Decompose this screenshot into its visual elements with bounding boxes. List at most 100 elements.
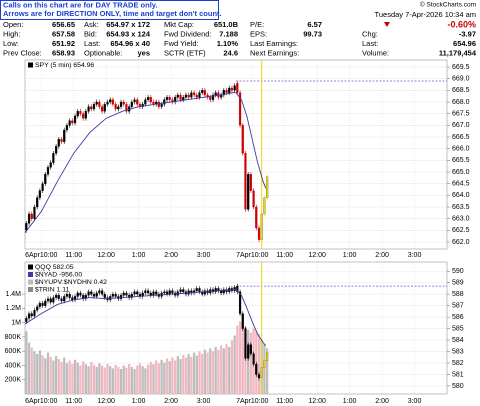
candle-body bbox=[57, 295, 60, 299]
quote-label: Mkt Cap: bbox=[164, 20, 194, 29]
y-tick-label: 665.5 bbox=[452, 157, 470, 164]
candle-body bbox=[257, 374, 261, 379]
candle-body bbox=[163, 291, 166, 294]
quote-value: 654.93 x 124 bbox=[106, 29, 151, 38]
plot-area bbox=[24, 59, 448, 250]
candle-body bbox=[60, 298, 63, 302]
volume-bar bbox=[155, 360, 158, 394]
candle-body bbox=[244, 328, 247, 359]
volume-bar bbox=[95, 366, 98, 394]
volume-bar bbox=[257, 334, 261, 394]
quote-value: 654.97 x 172 bbox=[106, 20, 150, 29]
candle-body bbox=[82, 113, 85, 119]
volume-bar bbox=[71, 364, 74, 394]
volume-bar bbox=[247, 329, 250, 394]
y-tick-label: 669.5 bbox=[452, 64, 470, 71]
quote-label: Fwd Dividend: bbox=[164, 29, 212, 38]
candle-body bbox=[187, 94, 190, 98]
volume-bar bbox=[141, 366, 144, 394]
volume-bar bbox=[106, 364, 109, 394]
candle-body bbox=[144, 290, 147, 294]
volume-bar bbox=[41, 355, 44, 394]
quote-label: Low: bbox=[3, 39, 19, 48]
panel: 662.0 662.5 663.0 663.5 664.0 664.5 665.0 665.5… bbox=[24, 59, 470, 259]
quote-value: 11,179,454 bbox=[439, 48, 477, 57]
volume-bar bbox=[87, 366, 90, 394]
candle-body bbox=[160, 104, 163, 107]
candle-body bbox=[247, 344, 250, 359]
candle-body bbox=[247, 174, 250, 210]
volume-bar bbox=[119, 369, 123, 394]
x-tick-label: 2:00 bbox=[375, 398, 389, 405]
volume-bar bbox=[82, 361, 85, 394]
candle-body bbox=[79, 292, 82, 296]
volume-bar bbox=[165, 358, 169, 394]
legend-label: $TRIN 1.11 bbox=[35, 286, 69, 293]
candle-body bbox=[117, 106, 120, 110]
candle-body bbox=[65, 293, 69, 297]
candle-body bbox=[171, 290, 174, 294]
candle-body bbox=[119, 295, 123, 299]
line-series bbox=[24, 289, 267, 347]
candle-body bbox=[44, 174, 47, 184]
candle-body bbox=[203, 290, 206, 295]
volume-bar bbox=[214, 346, 217, 394]
candle-body bbox=[87, 291, 90, 296]
volume-bar bbox=[168, 361, 171, 394]
x-tick-label: 3:00 bbox=[197, 252, 211, 259]
volume-bar bbox=[184, 357, 188, 394]
candle-body bbox=[55, 295, 58, 298]
quote-value: 24.6 bbox=[223, 48, 238, 57]
x-tick-label: 11:00 bbox=[276, 252, 293, 259]
y-tick-label: 668.0 bbox=[452, 99, 470, 106]
candle-body bbox=[168, 97, 171, 100]
x-tick-label: 1:00 bbox=[343, 252, 357, 259]
candle-body bbox=[179, 94, 182, 100]
volume-bar bbox=[128, 364, 131, 394]
candle-body bbox=[228, 87, 231, 93]
candle-body bbox=[144, 99, 147, 105]
candle-body bbox=[125, 292, 128, 296]
candle-body bbox=[136, 99, 139, 105]
candle-body bbox=[220, 94, 223, 98]
y-tick-label: 588 bbox=[452, 291, 464, 298]
candle-body bbox=[57, 139, 60, 147]
volume-bar bbox=[33, 351, 36, 394]
volume-bar bbox=[195, 355, 198, 394]
candle-body bbox=[55, 146, 58, 154]
volume-bar bbox=[176, 356, 179, 394]
candle-body bbox=[198, 288, 201, 292]
volume-bar bbox=[117, 366, 120, 394]
volume-bar bbox=[90, 361, 93, 394]
candle-body bbox=[73, 115, 77, 124]
candle-body bbox=[71, 120, 74, 124]
candle-body bbox=[149, 292, 152, 296]
candle-body bbox=[236, 285, 239, 292]
candle-body bbox=[27, 313, 31, 319]
candle-body bbox=[68, 120, 71, 126]
x-tick-label: 1:00 bbox=[132, 398, 146, 405]
y-tick-label: 663.0 bbox=[452, 216, 470, 223]
y2-tick-label: 600K bbox=[5, 348, 22, 355]
candle-body bbox=[25, 318, 28, 322]
legend-label: $NYAD -956.00 bbox=[35, 271, 82, 278]
candle-body bbox=[46, 298, 50, 302]
candle-body bbox=[266, 352, 269, 361]
volume-bar bbox=[63, 357, 66, 394]
candle-body bbox=[63, 296, 66, 302]
volume-bar bbox=[109, 366, 112, 394]
volume-bar bbox=[73, 359, 77, 394]
candle-body bbox=[130, 293, 133, 298]
y-tick-label: 582 bbox=[452, 360, 464, 367]
candle-body bbox=[146, 290, 150, 294]
legend-swatch bbox=[28, 264, 33, 270]
volume-bar bbox=[25, 331, 28, 394]
candle-body bbox=[257, 227, 261, 240]
quote-value: yes bbox=[137, 48, 150, 57]
candle-body bbox=[46, 167, 50, 175]
volume-bar bbox=[30, 347, 33, 394]
candle-body bbox=[182, 97, 185, 100]
candle-body bbox=[38, 190, 41, 198]
quote-label: SCTR (ETF) bbox=[164, 48, 206, 57]
